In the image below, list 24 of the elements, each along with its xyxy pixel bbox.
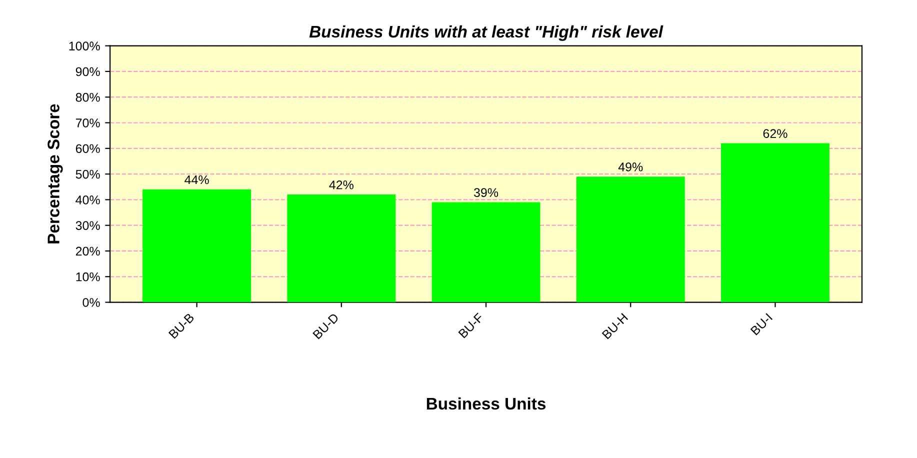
bar	[576, 176, 685, 302]
y-tick-label: 10%	[76, 272, 100, 282]
y-tick-label: 50%	[76, 170, 100, 179]
y-tick-label: 40%	[76, 195, 100, 204]
y-tick-label: 90%	[76, 67, 100, 76]
bar	[720, 143, 830, 302]
y-tick-label: 70%	[76, 118, 100, 128]
y-tick-label: 100%	[69, 42, 100, 50]
y-tick-label: 30%	[76, 221, 100, 230]
y-tick-label: 20%	[76, 246, 100, 256]
y-axis-title: Percentage Score	[48, 104, 63, 244]
data-label: 44%	[184, 175, 209, 184]
bar	[432, 202, 540, 302]
y-tick-label: 60%	[76, 144, 100, 154]
chart-title: Business Units with at least "High" risk level	[309, 25, 664, 41]
data-label: 62%	[763, 129, 788, 138]
y-tick-label: 80%	[76, 92, 100, 102]
bar	[142, 189, 252, 302]
data-label: 39%	[474, 188, 498, 198]
x-axis-title: Business Units	[426, 397, 546, 410]
bar	[287, 194, 396, 302]
data-label: 42%	[329, 180, 354, 190]
y-tick-label: 0%	[82, 298, 100, 307]
data-label: 49%	[618, 162, 643, 172]
